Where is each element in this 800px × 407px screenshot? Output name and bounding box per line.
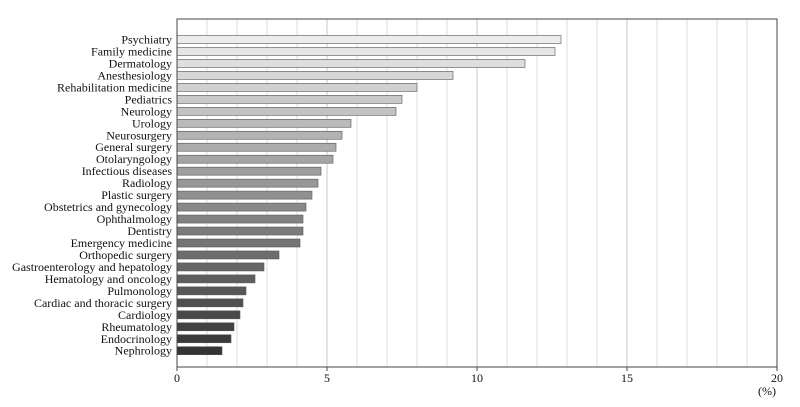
bar-orthopedic-surgery xyxy=(176,250,280,260)
category-label: Hematology and oncology xyxy=(45,272,172,286)
category-label: Dermatology xyxy=(109,56,172,70)
bar-cardiac-and-thoracic-surgery xyxy=(176,298,244,308)
category-label: Cardiac and thoracic surgery xyxy=(34,296,172,310)
x-axis-ticks: 0 5 10 15 20 xyxy=(174,367,783,385)
bar-dentistry xyxy=(176,226,304,236)
category-label: Rheumatology xyxy=(101,320,172,334)
category-label: Neurology xyxy=(121,104,172,118)
bar-pediatrics xyxy=(176,95,403,104)
bar-obstetrics-and-gynecology xyxy=(176,202,307,212)
category-label: Emergency medicine xyxy=(71,236,172,250)
bar-endocrinology xyxy=(176,334,232,344)
bar-infectious-diseases xyxy=(176,166,322,176)
category-label: Nephrology xyxy=(115,344,172,358)
category-label: Orthopedic surgery xyxy=(79,248,172,262)
bar-neurosurgery xyxy=(176,130,343,140)
bars xyxy=(176,35,562,356)
category-label: Pediatrics xyxy=(125,92,173,106)
category-label: Anesthesiology xyxy=(97,68,172,82)
category-label: Obstetrics and gynecology xyxy=(44,200,172,214)
bar-radiology xyxy=(176,178,319,188)
x-tick-label: 15 xyxy=(621,371,633,385)
category-label: Otolaryngology xyxy=(96,152,172,166)
category-label: Pulmonology xyxy=(107,284,172,298)
x-tick-label: 5 xyxy=(324,371,330,385)
bar-pulmonology xyxy=(176,286,247,296)
x-tick-label: 10 xyxy=(471,371,483,385)
bar-hematology-and-oncology xyxy=(176,274,256,284)
x-axis-unit: (%) xyxy=(758,384,776,398)
category-label: Cardiology xyxy=(118,308,172,322)
bar-gastroenterology-and-hepatology xyxy=(176,262,265,272)
bar-rehabilitation-medicine xyxy=(176,83,418,92)
category-label: Gastroenterology and hepatology xyxy=(12,260,172,274)
category-label: Infectious diseases xyxy=(82,164,173,178)
bar-cardiology xyxy=(176,310,241,320)
bar-urology xyxy=(176,118,352,128)
category-label: Family medicine xyxy=(91,44,172,58)
bar-neurology xyxy=(176,107,397,116)
bar-otolaryngology xyxy=(176,154,334,164)
bar-general-surgery xyxy=(176,142,337,152)
bar-rheumatology xyxy=(176,322,235,332)
category-label: Plastic surgery xyxy=(101,188,172,202)
bar-plastic-surgery xyxy=(176,190,313,200)
category-label: Urology xyxy=(132,116,172,130)
x-tick-label: 20 xyxy=(771,371,783,385)
bar-nephrology xyxy=(176,346,223,356)
bar-ophthalmology xyxy=(176,214,304,224)
bar-family-medicine xyxy=(176,47,556,56)
category-label: Dentistry xyxy=(127,224,172,238)
category-label: Rehabilitation medicine xyxy=(57,80,172,94)
category-label: General surgery xyxy=(95,140,172,154)
bar-dermatology xyxy=(176,59,526,68)
category-label: Psychiatry xyxy=(121,33,172,47)
bar-emergency-medicine xyxy=(176,238,301,248)
bar-psychiatry xyxy=(176,35,562,44)
bar-anesthesiology xyxy=(176,71,454,80)
category-label: Ophthalmology xyxy=(97,212,172,226)
category-label: Neurosurgery xyxy=(106,128,172,142)
category-label: Radiology xyxy=(122,176,172,190)
category-label: Endocrinology xyxy=(101,332,172,346)
x-tick-label: 0 xyxy=(174,371,180,385)
